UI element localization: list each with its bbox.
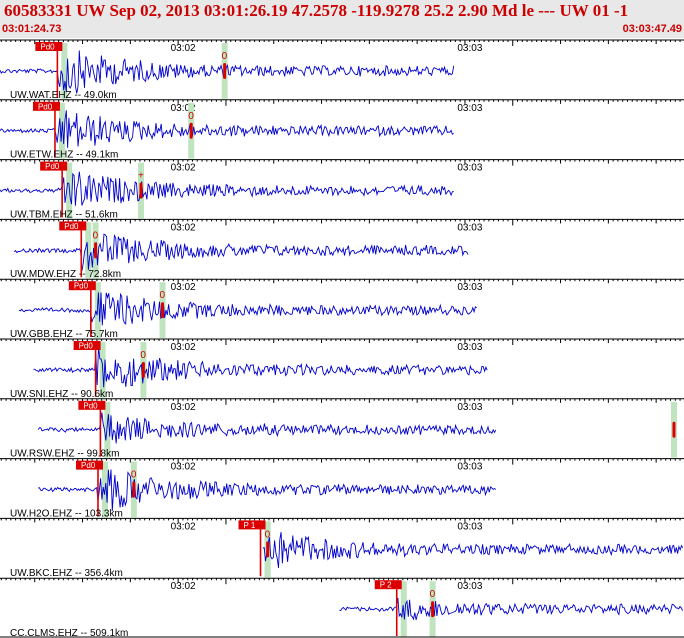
pick-weight-label: 0 xyxy=(430,589,436,600)
phase-label: Pd0 xyxy=(40,43,55,52)
trace-row: 03:02 03:03 Pd0 0 UW.GBB.EHZ -- 75.7km xyxy=(0,278,684,340)
waveform xyxy=(262,532,684,569)
waveform xyxy=(37,412,497,444)
trace-row: 03:02 03:03 Pd0 0 UW.ETW.EHZ -- 49.1km xyxy=(0,99,684,161)
phase-label: P 2 xyxy=(380,581,392,590)
minute-tick-label: 03:02 xyxy=(171,521,196,532)
minute-tick-label: 03:03 xyxy=(457,462,482,473)
phase-label: Pd0 xyxy=(74,282,89,291)
trace-row: 03:02 03:03 P 2 0 CC.CLMS.EHZ -- 509.1km xyxy=(0,577,684,638)
coda-marker xyxy=(161,302,165,319)
end-time: 03:03:47.49 xyxy=(622,23,682,35)
minute-tick-label: 03:03 xyxy=(457,163,482,174)
start-time: 03:01:24.73 xyxy=(2,23,62,35)
coda-marker xyxy=(189,122,193,139)
phase-label: Pd0 xyxy=(45,162,60,171)
station-label: UW.MDW.EHZ -- 72.8km xyxy=(10,269,121,280)
minute-tick-label: 03:03 xyxy=(457,103,482,114)
minute-tick-label: 03:03 xyxy=(457,342,482,353)
minute-tick-label: 03:02 xyxy=(171,43,196,54)
phase-flag xyxy=(32,101,60,111)
phase-flag xyxy=(78,400,106,410)
window-marker xyxy=(61,43,68,99)
trace-row: 03:02 03:03 Pd0 + UW.TBM.EHZ -- 51.6km xyxy=(0,159,684,220)
minute-tick-label: 03:02 xyxy=(171,103,196,114)
pick-weight-label: 0 xyxy=(222,51,228,62)
station-label: UW.GBB.EHZ -- 75.7km xyxy=(10,329,118,340)
coda-marker xyxy=(94,242,98,259)
coda-marker xyxy=(431,601,435,618)
minute-tick-label: 03:03 xyxy=(457,402,482,413)
minute-tick-label: 03:02 xyxy=(171,462,196,473)
station-label: UW.WAT.EHZ -- 49.0km xyxy=(10,90,117,101)
phase-flag xyxy=(238,520,266,530)
trace-row: 03:02 03:03 P 1 0 UW.BKC.EHZ -- 356.4km xyxy=(0,517,684,579)
station-label: UW.TBM.EHZ -- 51.6km xyxy=(10,209,118,220)
coda-marker xyxy=(223,63,227,79)
header-bar: 60583331 UW Sep 02, 2013 03:01:26.19 47.… xyxy=(0,0,684,38)
waveform xyxy=(0,110,454,148)
phase-label: Pd0 xyxy=(38,102,53,111)
coda-marker xyxy=(132,481,136,498)
minute-tick-label: 03:02 xyxy=(171,402,196,413)
waveform xyxy=(18,292,477,326)
minute-tick-label: 03:02 xyxy=(171,342,196,353)
coda-marker xyxy=(141,362,145,378)
waveform xyxy=(0,50,455,94)
waveform xyxy=(339,597,684,621)
station-label: UW.H2O.EHZ -- 103.3km xyxy=(10,508,123,519)
phase-label: P 1 xyxy=(244,521,256,530)
event-title: 60583331 UW Sep 02, 2013 03:01:26.19 47.… xyxy=(4,1,629,20)
minute-tick-label: 03:02 xyxy=(171,222,196,233)
pick-weight-label: 0 xyxy=(131,470,137,481)
trace-row: 03:02 03:03 Pd0 0 UW.H2O.EHZ -- 103.3km xyxy=(0,458,684,519)
minute-tick-label: 03:03 xyxy=(457,521,482,532)
minute-tick-label: 03:02 xyxy=(171,163,196,174)
phase-label: Pd0 xyxy=(64,222,79,231)
phase-label: Pd0 xyxy=(81,461,96,470)
phase-flag xyxy=(75,460,103,470)
window-marker xyxy=(85,222,92,279)
phase-flag xyxy=(68,281,96,291)
coda-marker xyxy=(139,182,143,199)
window-marker xyxy=(104,401,111,458)
pick-weight-label: 0 xyxy=(93,230,99,241)
phase-flag xyxy=(35,42,63,51)
trace-row: 03:02 03:03 Pd0 UW.RSW.EHZ -- 99.8km xyxy=(0,398,684,460)
trace-row: 03:02 03:03 Pd0 0 UW.SNI.EHZ -- 90.6km xyxy=(0,338,684,400)
station-label: UW.ETW.EHZ -- 49.1km xyxy=(10,150,118,161)
pick-weight-label: 0 xyxy=(265,529,271,540)
waveform xyxy=(0,171,454,206)
minute-tick-label: 03:03 xyxy=(457,282,482,293)
minute-tick-label: 03:03 xyxy=(457,222,482,233)
trace-row: 03:02 03:03 Pd0 0 UW.MDW.EHZ -- 72.8km xyxy=(0,218,684,280)
waveform xyxy=(38,469,497,512)
phase-label: Pd0 xyxy=(79,342,94,351)
minute-tick-label: 03:02 xyxy=(171,282,196,293)
station-label: UW.SNI.EHZ -- 90.6km xyxy=(10,389,113,400)
minute-tick-label: 03:03 xyxy=(457,43,482,54)
pick-weight-label: + xyxy=(138,171,144,182)
coda-marker xyxy=(672,421,676,438)
station-label: UW.RSW.EHZ -- 99.8km xyxy=(10,449,119,460)
trace-row: 03:02 03:03 Pd0 0 UW.WAT.EHZ -- 49.0km xyxy=(0,39,684,101)
coda-marker xyxy=(266,541,270,558)
pick-weight-label: 0 xyxy=(160,290,166,301)
phase-flag xyxy=(40,161,68,171)
phase-flag xyxy=(374,580,402,590)
phase-flag xyxy=(59,221,87,231)
station-label: UW.BKC.EHZ -- 356.4km xyxy=(10,568,123,579)
waveform xyxy=(13,233,469,272)
pick-weight-label: 0 xyxy=(140,350,146,361)
phase-flag xyxy=(73,341,101,350)
station-label: CC.CLMS.EHZ -- 509.1km xyxy=(10,628,128,638)
minute-tick-label: 03:02 xyxy=(171,581,196,592)
waveform xyxy=(33,346,488,388)
phase-label: Pd0 xyxy=(83,401,98,410)
pick-weight-label: 0 xyxy=(188,111,194,122)
minute-tick-label: 03:03 xyxy=(457,581,482,592)
